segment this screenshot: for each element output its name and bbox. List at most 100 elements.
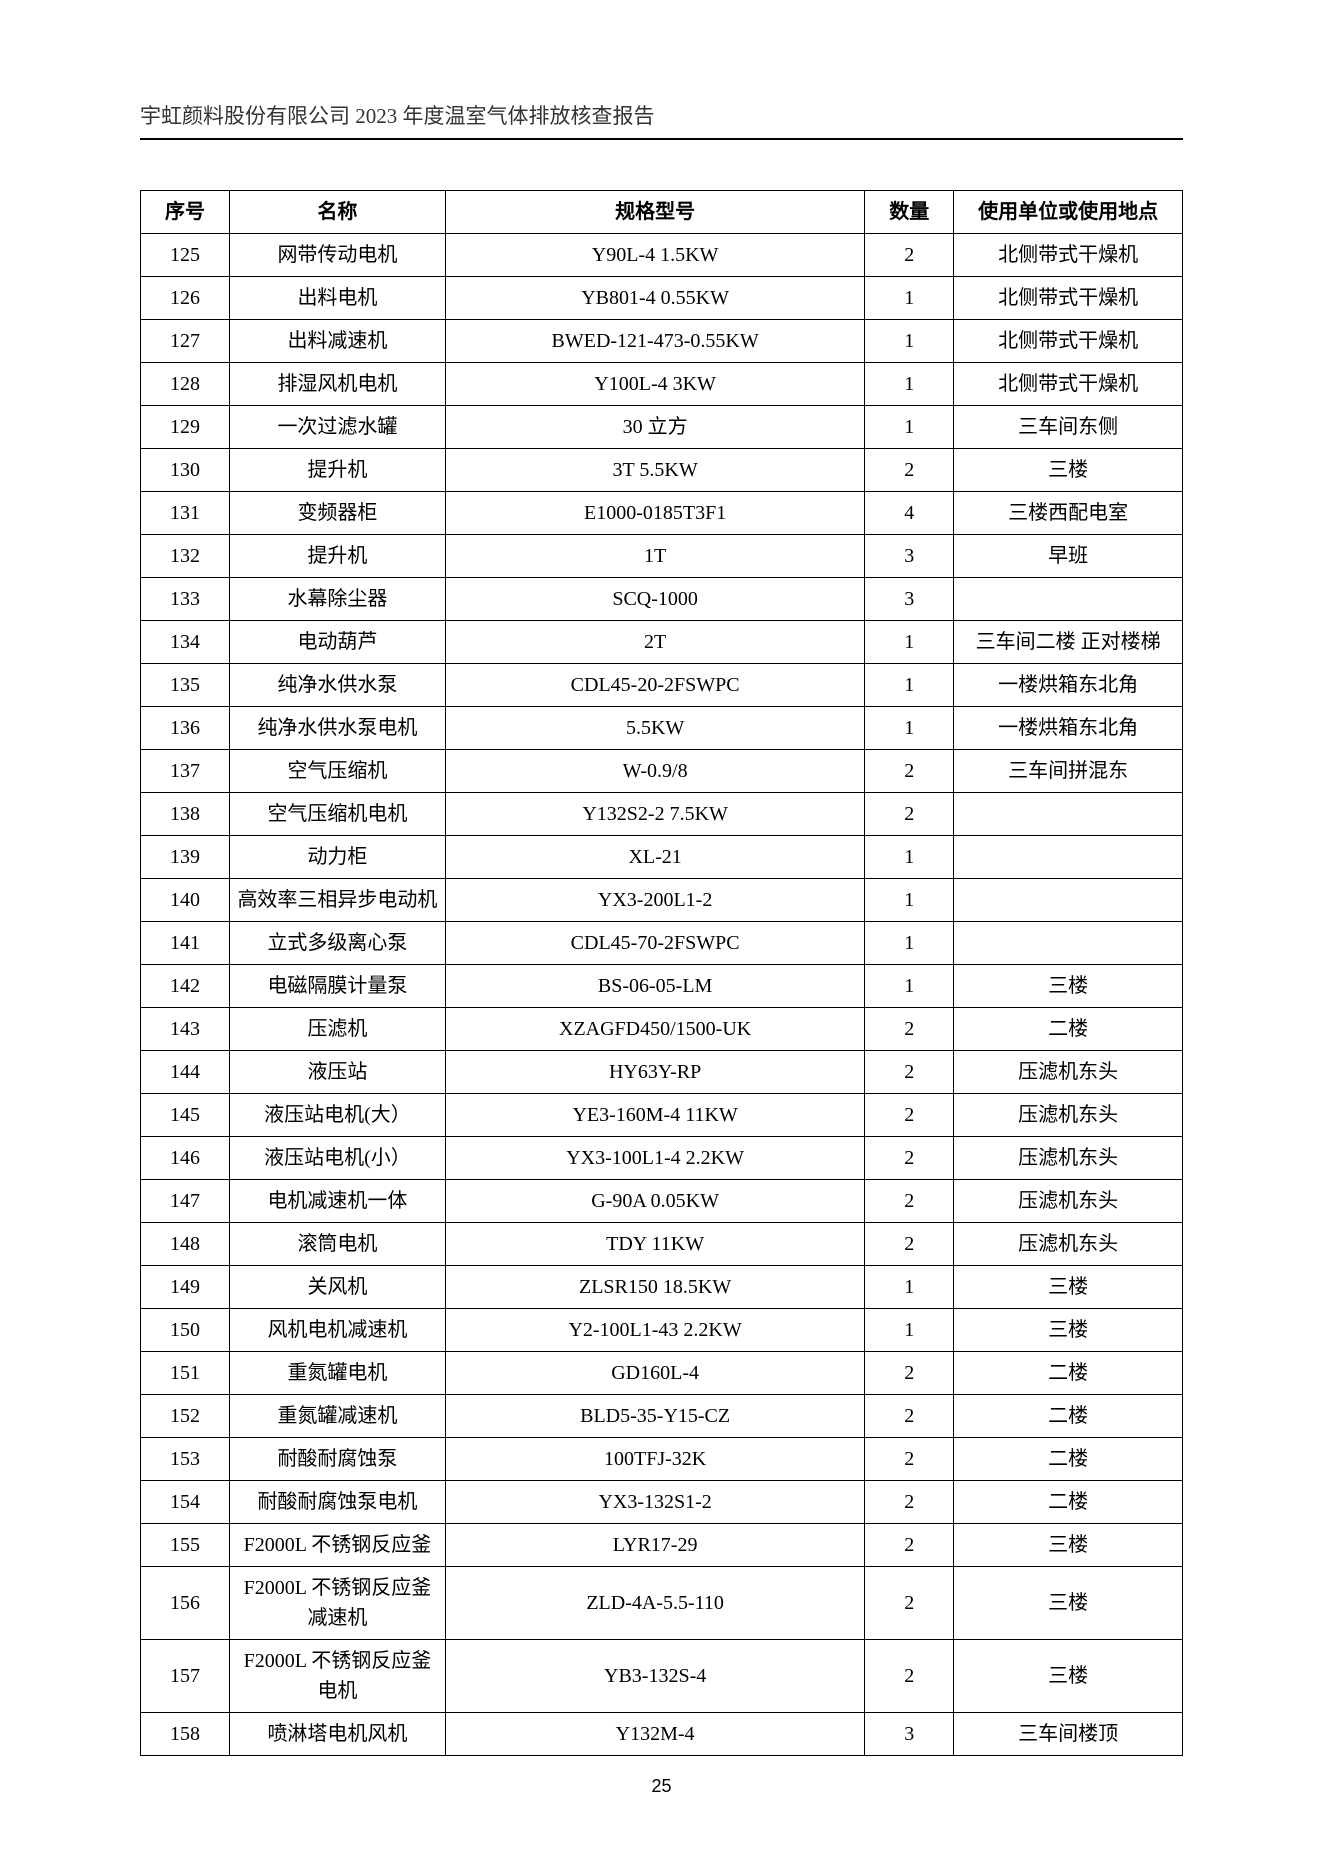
- table-cell: 2: [865, 1567, 954, 1640]
- table-cell: 1: [865, 320, 954, 363]
- table-cell: Y2-100L1-43 2.2KW: [445, 1309, 864, 1352]
- table-body: 125网带传动电机Y90L-4 1.5KW2北侧带式干燥机126出料电机YB80…: [141, 234, 1183, 1756]
- table-cell: 三车间二楼 正对楼梯: [954, 621, 1183, 664]
- table-cell: E1000-0185T3F1: [445, 492, 864, 535]
- table-cell: CDL45-70-2FSWPC: [445, 922, 864, 965]
- table-cell: 2T: [445, 621, 864, 664]
- table-cell: 2: [865, 1524, 954, 1567]
- table-cell: 144: [141, 1051, 230, 1094]
- table-row: 145液压站电机(大）YE3-160M-4 11KW2压滤机东头: [141, 1094, 1183, 1137]
- table-cell: CDL45-20-2FSWPC: [445, 664, 864, 707]
- table-cell: 动力柜: [229, 836, 445, 879]
- table-row: 136纯净水供水泵电机5.5KW1一楼烘箱东北角: [141, 707, 1183, 750]
- table-cell: 2: [865, 1008, 954, 1051]
- table-cell: W-0.9/8: [445, 750, 864, 793]
- table-cell: 耐酸耐腐蚀泵: [229, 1438, 445, 1481]
- table-cell: 134: [141, 621, 230, 664]
- table-cell: 重氮罐减速机: [229, 1395, 445, 1438]
- page-number: 25: [140, 1776, 1183, 1797]
- table-cell: ZLD-4A-5.5-110: [445, 1567, 864, 1640]
- table-cell: 1: [865, 922, 954, 965]
- table-cell: 130: [141, 449, 230, 492]
- table-cell: 网带传动电机: [229, 234, 445, 277]
- table-cell: 空气压缩机: [229, 750, 445, 793]
- table-cell: 129: [141, 406, 230, 449]
- table-row: 141立式多级离心泵CDL45-70-2FSWPC1: [141, 922, 1183, 965]
- table-cell: 128: [141, 363, 230, 406]
- table-row: 149关风机ZLSR150 18.5KW1三楼: [141, 1266, 1183, 1309]
- table-row: 150风机电机减速机Y2-100L1-43 2.2KW1三楼: [141, 1309, 1183, 1352]
- table-row: 132提升机1T3早班: [141, 535, 1183, 578]
- table-row: 147电机减速机一体G-90A 0.05KW2压滤机东头: [141, 1180, 1183, 1223]
- table-row: 152重氮罐减速机BLD5-35-Y15-CZ2二楼: [141, 1395, 1183, 1438]
- table-cell: 三楼: [954, 1640, 1183, 1713]
- table-cell: 液压站电机(大）: [229, 1094, 445, 1137]
- table-cell: 100TFJ-32K: [445, 1438, 864, 1481]
- col-header-spec: 规格型号: [445, 191, 864, 234]
- table-cell: 1: [865, 879, 954, 922]
- table-cell: YX3-100L1-4 2.2KW: [445, 1137, 864, 1180]
- table-row: 130提升机3T 5.5KW2三楼: [141, 449, 1183, 492]
- table-cell: 压滤机: [229, 1008, 445, 1051]
- table-cell: 30 立方: [445, 406, 864, 449]
- table-cell: 北侧带式干燥机: [954, 234, 1183, 277]
- table-cell: 156: [141, 1567, 230, 1640]
- table-cell: XL-21: [445, 836, 864, 879]
- table-cell: 北侧带式干燥机: [954, 363, 1183, 406]
- table-cell: [954, 879, 1183, 922]
- table-cell: G-90A 0.05KW: [445, 1180, 864, 1223]
- table-cell: 142: [141, 965, 230, 1008]
- table-cell: 三车间东侧: [954, 406, 1183, 449]
- table-cell: 1: [865, 363, 954, 406]
- table-cell: 三楼: [954, 1567, 1183, 1640]
- table-cell: 143: [141, 1008, 230, 1051]
- col-header-name: 名称: [229, 191, 445, 234]
- table-cell: 126: [141, 277, 230, 320]
- table-cell: 1: [865, 1309, 954, 1352]
- table-cell: 北侧带式干燥机: [954, 320, 1183, 363]
- table-cell: 153: [141, 1438, 230, 1481]
- table-cell: 3: [865, 1713, 954, 1756]
- table-cell: 液压站: [229, 1051, 445, 1094]
- table-cell: 电机减速机一体: [229, 1180, 445, 1223]
- table-cell: 150: [141, 1309, 230, 1352]
- table-cell: 2: [865, 1352, 954, 1395]
- table-row: 148滚筒电机TDY 11KW2压滤机东头: [141, 1223, 1183, 1266]
- table-row: 155F2000L 不锈钢反应釜LYR17-292三楼: [141, 1524, 1183, 1567]
- table-cell: 三楼: [954, 449, 1183, 492]
- table-cell: 1: [865, 406, 954, 449]
- table-row: 128排湿风机电机Y100L-4 3KW1北侧带式干燥机: [141, 363, 1183, 406]
- document-page: 宇虹颜料股份有限公司 2023 年度温室气体排放核查报告 序号 名称 规格型号 …: [0, 0, 1323, 1857]
- table-cell: YX3-132S1-2: [445, 1481, 864, 1524]
- table-cell: F2000L 不锈钢反应釜减速机: [229, 1567, 445, 1640]
- table-cell: 136: [141, 707, 230, 750]
- table-cell: 二楼: [954, 1352, 1183, 1395]
- table-cell: 3: [865, 578, 954, 621]
- table-cell: 三楼: [954, 1266, 1183, 1309]
- table-cell: 158: [141, 1713, 230, 1756]
- table-cell: 1: [865, 621, 954, 664]
- table-cell: 2: [865, 750, 954, 793]
- table-row: 138空气压缩机电机Y132S2-2 7.5KW2: [141, 793, 1183, 836]
- table-cell: 1: [865, 277, 954, 320]
- table-cell: 1: [865, 965, 954, 1008]
- table-cell: GD160L-4: [445, 1352, 864, 1395]
- table-cell: 138: [141, 793, 230, 836]
- table-cell: YX3-200L1-2: [445, 879, 864, 922]
- table-cell: 重氮罐电机: [229, 1352, 445, 1395]
- table-row: 135纯净水供水泵CDL45-20-2FSWPC1一楼烘箱东北角: [141, 664, 1183, 707]
- table-cell: XZAGFD450/1500-UK: [445, 1008, 864, 1051]
- table-cell: Y132S2-2 7.5KW: [445, 793, 864, 836]
- table-cell: 三楼西配电室: [954, 492, 1183, 535]
- table-cell: 压滤机东头: [954, 1051, 1183, 1094]
- page-header-title: 宇虹颜料股份有限公司 2023 年度温室气体排放核查报告: [140, 100, 1183, 140]
- table-header: 序号 名称 规格型号 数量 使用单位或使用地点: [141, 191, 1183, 234]
- table-cell: Y132M-4: [445, 1713, 864, 1756]
- table-cell: 变频器柜: [229, 492, 445, 535]
- table-cell: 一楼烘箱东北角: [954, 707, 1183, 750]
- table-cell: 137: [141, 750, 230, 793]
- table-cell: 液压站电机(小）: [229, 1137, 445, 1180]
- table-cell: 风机电机减速机: [229, 1309, 445, 1352]
- table-cell: TDY 11KW: [445, 1223, 864, 1266]
- col-header-qty: 数量: [865, 191, 954, 234]
